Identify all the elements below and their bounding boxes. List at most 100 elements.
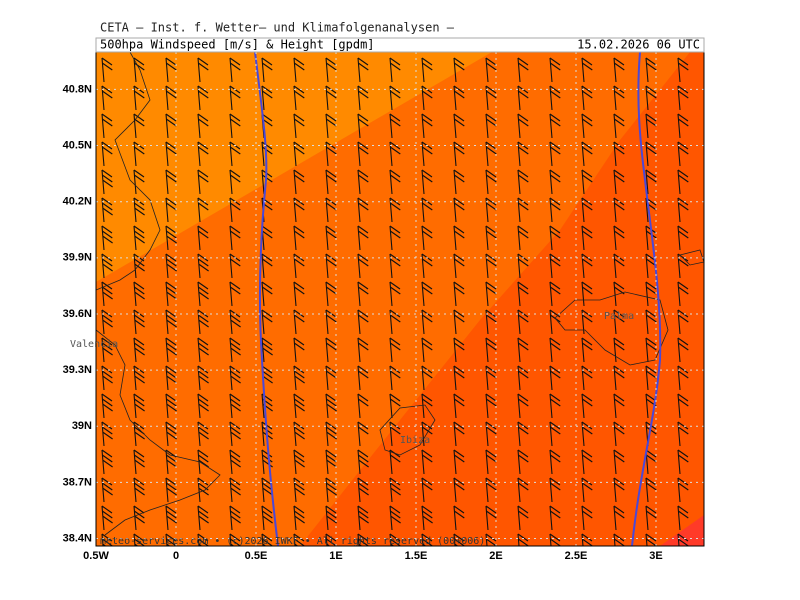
wind-barb xyxy=(549,281,561,307)
wind-barb xyxy=(325,421,337,447)
wind-barb xyxy=(421,225,433,251)
wind-barb xyxy=(261,449,273,475)
graticule xyxy=(96,52,704,546)
height-contour xyxy=(631,52,662,546)
wind-barb xyxy=(549,393,561,419)
x-tick-label: 0.5W xyxy=(83,550,109,562)
wind-barb xyxy=(229,365,241,391)
wind-barb xyxy=(581,505,593,531)
windspeed-band xyxy=(300,52,704,546)
wind-barb xyxy=(165,281,177,307)
wind-barb xyxy=(229,421,241,447)
wind-barb xyxy=(229,225,241,251)
wind-barb xyxy=(357,449,369,475)
wind-barb xyxy=(197,505,209,531)
wind-barb xyxy=(613,365,625,391)
wind-barb xyxy=(101,197,113,223)
wind-barb xyxy=(645,365,657,391)
y-tick-label: 40.2N xyxy=(63,196,92,208)
wind-barb xyxy=(133,477,145,503)
wind-barb xyxy=(293,533,305,546)
wind-barb xyxy=(421,449,433,475)
wind-barb xyxy=(293,337,305,363)
wind-barb xyxy=(485,85,497,111)
wind-barb xyxy=(325,225,337,251)
wind-barb xyxy=(229,337,241,363)
wind-barb xyxy=(229,113,241,139)
wind-barb xyxy=(677,57,689,83)
wind-barb xyxy=(389,337,401,363)
wind-barb xyxy=(133,57,145,83)
y-tick-label: 39.3N xyxy=(63,364,92,376)
wind-barb xyxy=(613,57,625,83)
wind-barb xyxy=(165,253,177,279)
wind-barb xyxy=(421,505,433,531)
wind-barb xyxy=(197,533,209,546)
wind-barbs xyxy=(101,57,689,546)
wind-barb xyxy=(645,57,657,83)
wind-barb xyxy=(133,421,145,447)
wind-barb xyxy=(613,505,625,531)
wind-barb xyxy=(229,281,241,307)
wind-barb xyxy=(325,57,337,83)
wind-barb xyxy=(613,113,625,139)
wind-barb xyxy=(101,253,113,279)
wind-barb xyxy=(485,225,497,251)
x-tick-label: 2.5E xyxy=(565,550,588,562)
wind-barb xyxy=(197,85,209,111)
wind-barb xyxy=(485,533,497,546)
wind-barb xyxy=(165,393,177,419)
wind-barb xyxy=(389,85,401,111)
wind-barb xyxy=(485,449,497,475)
wind-barb xyxy=(133,449,145,475)
wind-barb xyxy=(389,533,401,546)
wind-barb xyxy=(357,113,369,139)
institute: CETA – Inst. f. Wetter– und Klimafolgena… xyxy=(100,21,455,35)
wind-barb xyxy=(357,477,369,503)
wind-barb xyxy=(165,505,177,531)
place-label: Valencia xyxy=(70,339,118,350)
y-tick-label: 39.9N xyxy=(63,252,92,264)
x-tick-label: 1E xyxy=(329,550,342,562)
wind-barb xyxy=(517,57,529,83)
wind-barb xyxy=(325,337,337,363)
wind-barb xyxy=(101,309,113,335)
wind-barb xyxy=(453,57,465,83)
wind-barb xyxy=(677,393,689,419)
wind-barb xyxy=(357,253,369,279)
wind-barb xyxy=(581,533,593,546)
wind-barb xyxy=(485,393,497,419)
wind-barb xyxy=(293,281,305,307)
y-tick-label: 38.7N xyxy=(63,476,92,488)
wind-barb xyxy=(517,421,529,447)
wind-barb xyxy=(517,281,529,307)
y-tick-label: 39.6N xyxy=(63,308,92,320)
wind-barb xyxy=(613,393,625,419)
wind-barb xyxy=(677,169,689,195)
wind-barb xyxy=(165,421,177,447)
wind-barb xyxy=(229,393,241,419)
wind-barb xyxy=(549,533,561,546)
wind-barb xyxy=(645,169,657,195)
wind-barb xyxy=(293,225,305,251)
wind-barb xyxy=(453,337,465,363)
wind-barb xyxy=(581,393,593,419)
wind-barb xyxy=(101,449,113,475)
wind-barb xyxy=(261,309,273,335)
wind-barb xyxy=(165,113,177,139)
wind-barb xyxy=(453,309,465,335)
wind-barb xyxy=(453,477,465,503)
wind-barb xyxy=(613,421,625,447)
wind-barb xyxy=(293,57,305,83)
wind-barb xyxy=(165,309,177,335)
x-tick-label: 2E xyxy=(489,550,502,562)
wind-barb xyxy=(421,533,433,546)
place-label: Ibiza xyxy=(400,435,430,446)
wind-barb xyxy=(549,505,561,531)
wind-barb xyxy=(421,281,433,307)
wind-barb xyxy=(357,141,369,167)
wind-barb xyxy=(613,225,625,251)
wind-barb xyxy=(485,169,497,195)
wind-barb xyxy=(325,393,337,419)
wind-barb xyxy=(453,225,465,251)
